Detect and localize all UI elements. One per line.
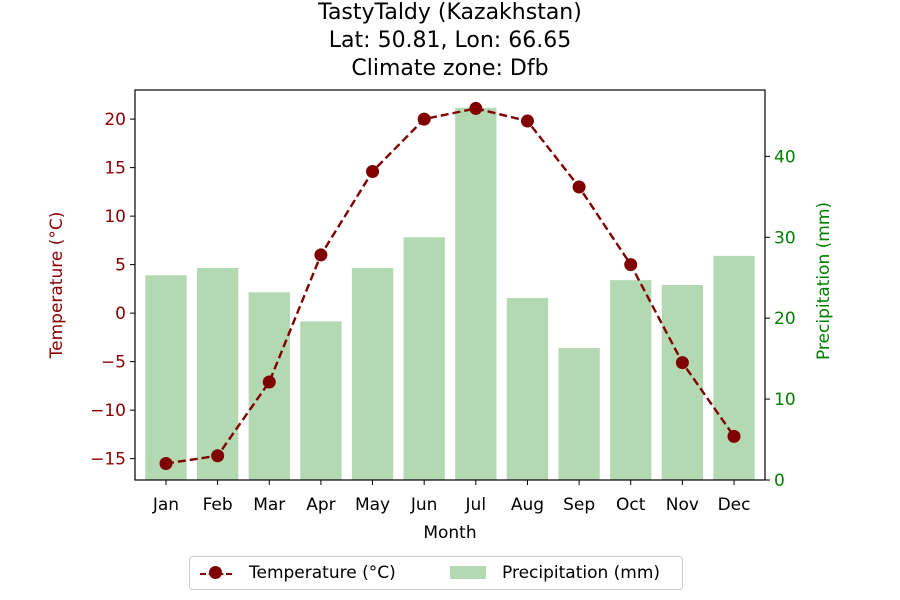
x-tick-label: Mar	[253, 495, 285, 515]
precipitation-bar-jun	[403, 237, 445, 480]
precipitation-bar-aug	[506, 297, 549, 480]
precipitation-bar-sep	[558, 348, 600, 480]
temperature-point-dec	[727, 429, 741, 443]
right-axis-label: Precipitation (mm)	[814, 202, 834, 360]
temperature-point-jan	[159, 457, 173, 471]
x-tick-label: Jul	[465, 495, 487, 515]
left-tick-label: 0	[115, 304, 126, 324]
precipitation-bar-apr	[300, 321, 342, 480]
precipitation-bar-jan	[145, 275, 187, 480]
temperature-point-jun	[417, 112, 431, 126]
precipitation-bar-dec	[713, 255, 755, 480]
chart-legend: Temperature (°C) Precipitation (mm)	[189, 556, 683, 590]
precipitation-bar-may	[351, 268, 394, 480]
precipitation-bar-oct	[610, 280, 652, 480]
left-tick-label: −5	[101, 353, 126, 373]
right-tick-label: 20	[774, 309, 796, 329]
left-axis-label: Temperature (°C)	[47, 212, 67, 360]
x-tick-label: Jun	[410, 495, 438, 515]
x-tick-label: Apr	[306, 495, 335, 515]
x-tick-label: Aug	[511, 495, 544, 515]
precipitation-bar-jul	[455, 107, 497, 480]
x-tick-label: Dec	[718, 495, 751, 515]
right-tick-label: 10	[774, 390, 796, 410]
right-tick-label: 40	[774, 147, 796, 167]
temperature-point-mar	[262, 375, 276, 389]
plot-frame	[134, 89, 766, 481]
left-tick-label: −15	[90, 450, 126, 470]
x-tick-label: Oct	[616, 495, 646, 515]
legend-precipitation-swatch	[450, 566, 486, 579]
legend-precipitation-label: Precipitation (mm)	[502, 563, 661, 583]
left-tick-label: 10	[104, 207, 126, 227]
left-tick-label: 5	[115, 256, 126, 276]
title-line-1: TastyTaldy (Kazakhstan)	[318, 0, 582, 25]
left-tick-label: −10	[90, 401, 126, 421]
temperature-point-sep	[572, 180, 586, 194]
x-tick-label: Jan	[152, 495, 179, 515]
temperature-point-nov	[675, 356, 689, 370]
x-axis-label: Month	[423, 523, 476, 543]
temperature-point-aug	[520, 114, 534, 128]
temperature-point-apr	[314, 248, 328, 262]
x-tick-label: Nov	[666, 495, 699, 515]
precipitation-bar-feb	[196, 268, 239, 480]
x-tick-label: May	[355, 495, 390, 515]
temperature-point-feb	[211, 449, 225, 463]
left-tick-label: 15	[104, 159, 126, 179]
right-tick-label: 30	[774, 228, 796, 248]
temperature-line	[165, 107, 736, 465]
x-tick-label: Feb	[203, 495, 233, 515]
x-tick-label: Sep	[563, 495, 595, 515]
legend-temperature-label: Temperature (°C)	[249, 563, 396, 583]
right-tick-label: 0	[774, 471, 785, 491]
title-line-2: Lat: 50.81, Lon: 66.65	[328, 28, 572, 53]
temperature-point-may	[366, 164, 380, 178]
temperature-point-jul	[469, 101, 483, 115]
legend-temperature-marker	[209, 566, 222, 579]
temperature-point-oct	[624, 258, 638, 272]
left-tick-label: 20	[104, 110, 126, 130]
title-line-3: Climate zone: Dfb	[351, 56, 549, 81]
